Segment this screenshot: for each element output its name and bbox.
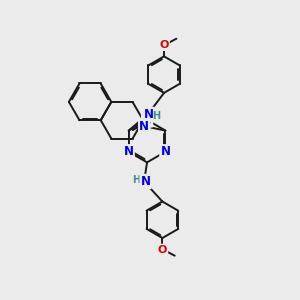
Text: N: N (142, 113, 152, 127)
Text: O: O (158, 245, 167, 255)
Text: N: N (124, 145, 134, 158)
Text: N: N (139, 120, 149, 133)
Text: N: N (141, 175, 151, 188)
Text: N: N (160, 145, 170, 158)
Text: O: O (159, 40, 169, 50)
Text: H: H (152, 111, 160, 121)
Text: N: N (143, 108, 153, 121)
Text: H: H (132, 175, 140, 185)
